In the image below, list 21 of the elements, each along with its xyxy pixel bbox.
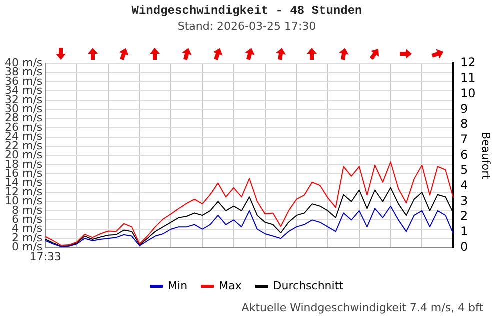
y2-tick-label: 11 <box>460 71 476 86</box>
y2-axis-title: Beaufort <box>480 132 493 180</box>
y2-tick-label: 9 <box>460 102 468 116</box>
y2-tick-label: 3 <box>460 194 468 208</box>
y2-tick-label: 1 <box>460 224 468 239</box>
y2-tick-label: 4 <box>460 178 468 193</box>
y2-tick-label: 10 <box>460 86 476 100</box>
legend-label: Max <box>219 279 242 292</box>
y2-tick-label: 8 <box>460 117 468 132</box>
x-tick-label: 17:33 <box>30 250 62 264</box>
y2-tick-label: 12 <box>460 56 476 70</box>
chart-title: Windgeschwindigkeit - 48 Stunden <box>132 4 362 18</box>
legend-label: Min <box>168 279 188 292</box>
y2-tick-label: 2 <box>460 209 468 224</box>
chart-subtitle: Stand: 2026-03-25 17:30 <box>178 20 316 33</box>
y2-tick-label: 6 <box>460 148 468 162</box>
y2-tick-label: 5 <box>460 163 468 178</box>
legend-label: Durchschnitt <box>273 279 344 292</box>
text: Aktuelle Windgeschwindigkeit 7.4 m/s, 4 bft <box>242 301 484 314</box>
y2-tick-label: 0 <box>460 240 468 254</box>
y2-tick-label: 7 <box>460 132 468 146</box>
